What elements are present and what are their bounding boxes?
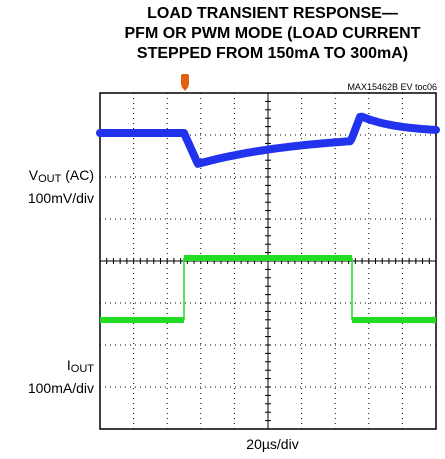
iout-offset-marker: [428, 316, 434, 324]
title-line-1: LOAD TRANSIENT RESPONSE—: [147, 5, 398, 22]
vout-name: VOUT (AC): [28, 167, 94, 185]
title-line-3: STEPPED FROM 150mA TO 300mA): [136, 45, 409, 62]
x-scale-label: 20µs/div: [246, 436, 299, 452]
iout-scale: 100mA/div: [27, 380, 94, 396]
iout-channel-label: IOUT 100mA/div: [2, 356, 94, 398]
trigger-marker-arrow: [181, 86, 189, 91]
vout-trace: [96, 112, 440, 168]
trigger-marker: [181, 74, 434, 324]
figure-tag: MAX15462B EV toc06: [347, 82, 437, 92]
vout-scale: 100mV/div: [27, 190, 94, 206]
trigger-marker-box: [181, 74, 189, 86]
chart-title: LOAD TRANSIENT RESPONSE— PFM OR PWM MODE…: [100, 4, 445, 64]
iout-name: IOUT: [66, 357, 94, 375]
title-line-2: PFM OR PWM MODE (LOAD CURRENT: [124, 25, 421, 42]
traces: [96, 112, 440, 323]
vout-channel-label: VOUT (AC) 100mV/div: [2, 166, 94, 208]
